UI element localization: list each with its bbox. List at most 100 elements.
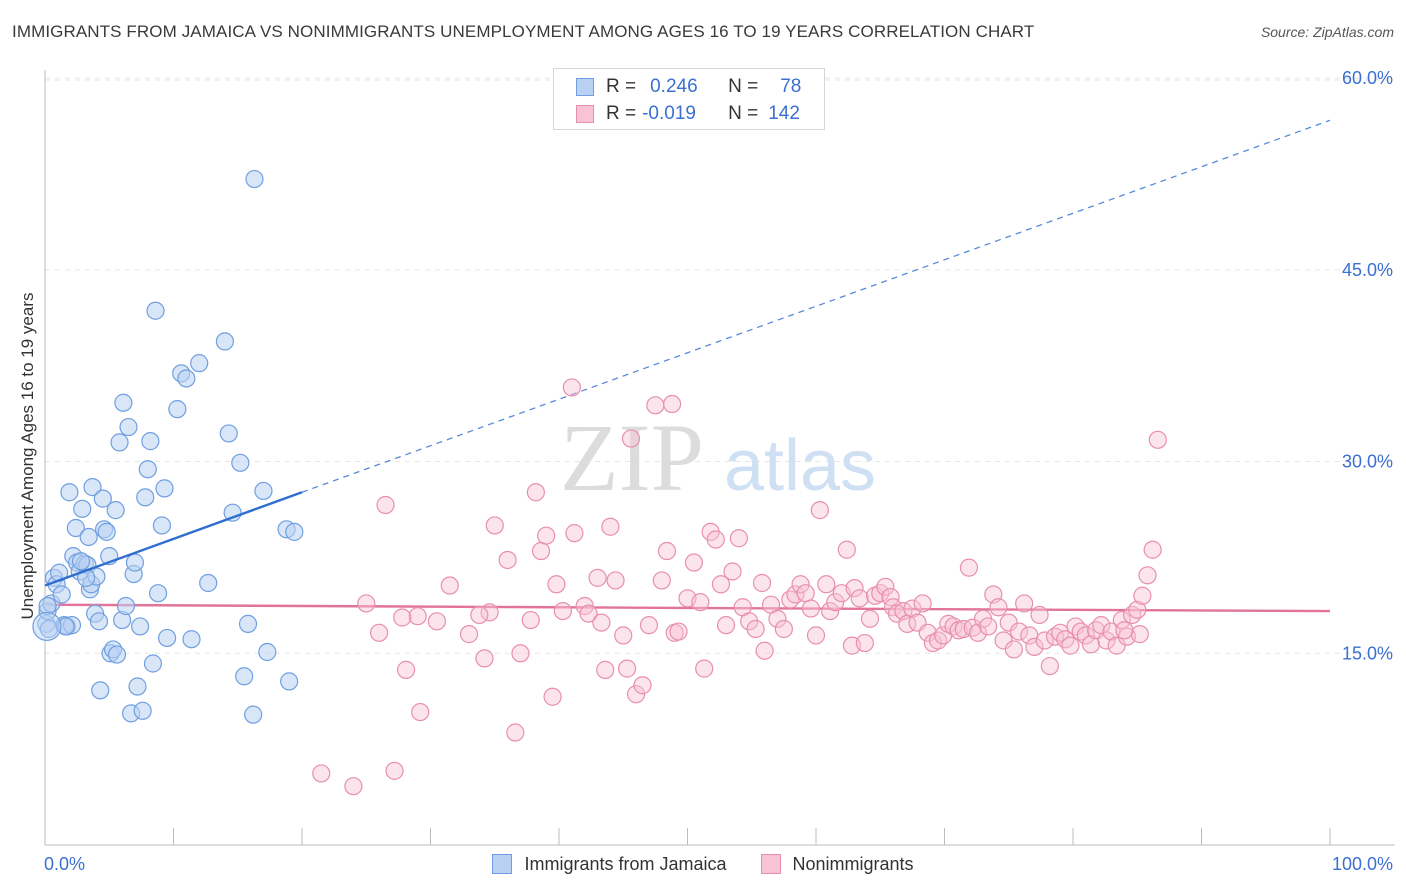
data-point-nonimmigrants [588,568,607,587]
data-point-immigrants [114,393,133,412]
data-point-nonimmigrants [408,607,427,626]
data-point-immigrants [199,573,218,593]
data-point-nonimmigrants [393,608,412,627]
data-point-nonimmigrants [1130,625,1149,644]
data-point-nonimmigrants [506,723,525,742]
data-point-nonimmigrants [440,576,459,595]
data-point-nonimmigrants [860,609,880,628]
data-point-nonimmigrants [876,577,895,596]
watermark: ZIP atlas [560,404,876,511]
data-point-nonimmigrants [511,644,530,663]
legend-stats: R = 0.246 N = 78 R = -0.019 N = 142 [553,68,825,130]
data-point-nonimmigrants [723,562,742,581]
legend-n-label: N = [728,76,759,97]
data-point-nonimmigrants [959,558,979,577]
data-point-nonimmigrants [618,659,637,678]
data-point-immigrants [116,596,136,616]
data-point-immigrants [152,516,172,535]
data-point-immigrants [157,628,177,648]
data-point-nonimmigrants [601,517,620,536]
data-point-nonimmigrants [1081,635,1101,654]
data-point-nonimmigrants [963,618,982,637]
trend-line-immigrants [44,491,303,587]
data-point-nonimmigrants [1143,540,1162,559]
series-nonimmigrants-points [312,378,1167,796]
data-point-nonimmigrants [553,601,572,621]
data-point-nonimmigrants [531,541,551,561]
data-point-immigrants [146,301,165,320]
data-point-immigrants [71,552,91,571]
data-point-nonimmigrants [485,516,504,535]
source-label: Source: ZipAtlas.com [1260,24,1394,40]
data-point-nonimmigrants [370,623,389,642]
legend-item-immigrants: Immigrants from Jamaica [492,854,727,875]
data-point-nonimmigrants [547,575,566,594]
data-point-nonimmigrants [565,524,584,543]
legend-row-immigrants: R = 0.246 N = 78 [576,75,801,99]
data-point-nonimmigrants [994,631,1013,650]
data-point-immigrants [235,667,254,686]
data-point-nonimmigrants [817,575,836,594]
data-point-immigrants [79,527,98,547]
data-point-immigrants [119,417,138,437]
data-point-nonimmigrants [639,616,659,635]
data-point-immigrants [60,483,79,502]
data-point-immigrants [128,677,147,696]
data-point-nonimmigrants [606,571,625,590]
data-point-immigrants [89,612,109,631]
data-point-nonimmigrants [850,589,869,608]
data-point-immigrants [138,460,157,479]
y-axis-label: Unemployment Among Ages 16 to 19 years [18,293,37,620]
data-point-nonimmigrants [592,613,611,632]
x-tick-label: 100.0% [1332,854,1393,874]
data-point-immigrants [125,553,145,572]
data-point-nonimmigrants [810,501,829,520]
data-point-immigrants [244,705,263,724]
data-point-nonimmigrants [855,633,874,653]
data-point-nonimmigrants [396,660,416,679]
watermark-atlas: atlas [724,426,876,506]
legend-r-value: -0.019 [642,103,696,124]
data-point-immigrants [133,701,152,720]
data-point-immigrants [107,645,127,664]
data-point-nonimmigrants [357,594,376,613]
data-point-nonimmigrants [376,495,395,515]
data-point-nonimmigrants [774,619,793,639]
data-point-nonimmigrants [1128,600,1147,619]
data-point-nonimmigrants [711,575,731,594]
legend-swatch-pink [576,105,594,123]
data-point-immigrants [93,489,112,508]
data-point-nonimmigrants [537,526,556,545]
data-point-nonimmigrants [826,593,845,612]
data-point-nonimmigrants [746,619,765,639]
data-point-nonimmigrants [1097,631,1116,650]
data-point-immigrants [110,433,129,452]
data-point-nonimmigrants [614,626,633,645]
legend-r-label: R = [606,103,637,124]
y-tick-label: 45.0% [1342,260,1393,280]
data-point-nonimmigrants [1133,586,1152,605]
legend-r-value: 0.246 [650,76,698,97]
series-immigrants-points [32,169,304,724]
data-point-nonimmigrants [999,613,1018,632]
data-point-immigrants [52,585,71,604]
data-point-nonimmigrants [459,625,479,644]
data-point-immigrants [280,672,299,691]
data-point-nonimmigrants [866,586,885,605]
data-point-immigrants [97,522,116,541]
data-point-immigrants [155,479,174,498]
data-point-immigrants [168,400,187,419]
data-point-nonimmigrants [903,599,922,618]
data-point-nonimmigrants [845,578,864,598]
data-point-immigrants [32,611,62,642]
x-tick-label: 0.0% [44,854,85,874]
data-point-nonimmigrants [498,550,517,570]
data-point-nonimmigrants [633,676,652,695]
data-point-nonimmigrants [684,553,704,572]
data-point-nonimmigrants [526,483,545,502]
data-point-nonimmigrants [706,530,725,549]
data-point-nonimmigrants [621,429,641,448]
data-point-immigrants [136,488,155,507]
data-point-immigrants [219,424,238,443]
